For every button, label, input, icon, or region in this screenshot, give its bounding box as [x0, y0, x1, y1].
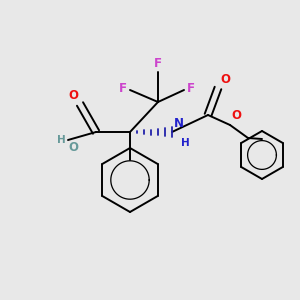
Text: O: O [231, 109, 241, 122]
Text: F: F [119, 82, 127, 95]
Text: N: N [174, 117, 184, 130]
Text: H: H [57, 135, 66, 145]
Text: F: F [154, 57, 162, 70]
Text: O: O [68, 89, 78, 102]
Text: O: O [68, 141, 78, 154]
Text: H: H [181, 138, 190, 148]
Text: F: F [187, 82, 195, 95]
Text: O: O [220, 73, 230, 86]
